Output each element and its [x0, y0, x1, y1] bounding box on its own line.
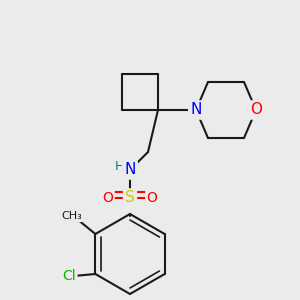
Text: N: N — [124, 163, 136, 178]
Text: O: O — [250, 103, 262, 118]
Text: H: H — [114, 160, 124, 172]
Text: O: O — [147, 191, 158, 205]
Text: S: S — [125, 190, 135, 206]
Text: Cl: Cl — [62, 269, 76, 283]
Text: CH₃: CH₃ — [61, 211, 82, 221]
Text: O: O — [103, 191, 113, 205]
Text: N: N — [190, 103, 202, 118]
